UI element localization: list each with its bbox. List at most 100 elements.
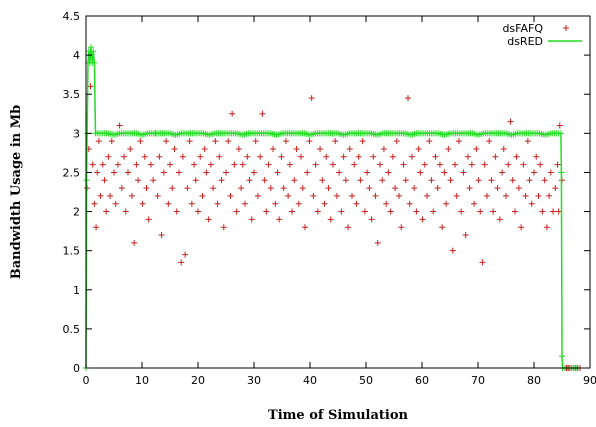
dsfafq-point (503, 192, 509, 199)
dsfafq-point (505, 161, 512, 168)
dsfafq-point (509, 177, 516, 184)
dsfafq-point (385, 169, 392, 176)
dsfafq-point (552, 185, 559, 192)
dsfafq-point (97, 192, 104, 199)
dsfafq-point (546, 192, 553, 199)
dsfafq-point (223, 169, 229, 176)
dsfafq-point (116, 122, 123, 129)
dsfafq-point (524, 138, 531, 145)
dsfafq-point (188, 200, 195, 207)
dsfafq-point (299, 185, 306, 192)
dsfafq-point (398, 224, 405, 231)
dsred-line (85, 47, 579, 369)
dsfafq-point (210, 185, 217, 192)
dsfafq-point (286, 161, 293, 168)
dsfafq-point (238, 185, 245, 192)
dsfafq-point (133, 161, 140, 168)
dsfafq-point (492, 153, 499, 160)
dsfafq-point (105, 153, 112, 160)
y-axis-title: Bandwidth Usage in Mb (9, 105, 24, 280)
dsfafq-point (396, 192, 403, 199)
x-tick-label: 40 (303, 374, 317, 387)
dsfafq-point (141, 153, 148, 160)
dsfafq-point (515, 185, 522, 192)
dsfafq-point (400, 161, 407, 168)
y-tick-label: 3 (73, 127, 80, 140)
dsfafq-point (191, 161, 198, 168)
dsfafq-point (182, 251, 189, 258)
dsfafq-point (507, 118, 514, 125)
dsfafq-point (361, 208, 368, 215)
y-tick-label: 4 (73, 49, 80, 62)
dsfafq-point (218, 177, 225, 184)
dsfafq-point (417, 169, 424, 176)
dsfafq-point (374, 239, 381, 246)
dsfafq-point (452, 161, 459, 168)
dsfafq-point (118, 185, 125, 192)
dsfafq-point (227, 192, 234, 199)
dsfafq-point (312, 161, 319, 168)
dsfafq-point (340, 153, 347, 160)
dsfafq-point (518, 224, 525, 231)
dsfafq-point (89, 161, 96, 168)
dsfafq-point (462, 232, 469, 239)
dsfafq-point (108, 138, 115, 145)
legend-marker-dsfafq (563, 25, 569, 31)
dsfafq-point (203, 169, 210, 176)
dsfafq-point (259, 110, 266, 117)
y-tick-label: 1 (73, 284, 80, 297)
dsfafq-point (380, 145, 387, 152)
y-tick-label: 0 (73, 362, 80, 375)
dsfafq-point (156, 153, 163, 160)
dsfafq-point (160, 169, 167, 176)
dsfafq-point (543, 224, 550, 231)
dsfafq-point (460, 169, 467, 176)
dsfafq-point (377, 161, 383, 168)
dsfafq-point (121, 153, 128, 160)
dsfafq-point (175, 169, 182, 176)
dsfafq-point (364, 169, 371, 176)
dsfafq-point (321, 200, 328, 207)
dsfafq-point (127, 145, 134, 152)
dsfafq-point (304, 169, 311, 176)
x-tick-label: 70 (471, 374, 485, 387)
dsfafq-point (464, 153, 471, 160)
dsfafq-point (359, 138, 366, 145)
dsfafq-point (531, 169, 537, 176)
dsfafq-point (251, 169, 257, 176)
dsfafq-point (445, 145, 452, 152)
dsfafq-point (419, 216, 426, 223)
y-tick-label: 4.5 (63, 10, 81, 23)
dsfafq-point (406, 200, 413, 207)
y-tick-label: 2 (73, 206, 80, 219)
dsfafq-point (195, 208, 201, 215)
dsfafq-point (289, 208, 296, 215)
dsfafq-point (392, 185, 399, 192)
dsfafq-point (111, 169, 117, 176)
dsfafq-point (513, 153, 520, 160)
dsfafq-point (167, 161, 173, 168)
dsfafq-point (306, 138, 313, 145)
dsfafq-point (479, 259, 486, 266)
dsfafq-point (197, 153, 204, 160)
x-tick-label: 30 (247, 374, 261, 387)
dsfafq-point (267, 185, 274, 192)
dsfafq-point (333, 192, 340, 199)
dsfafq-point (163, 138, 170, 145)
dsfafq-point (338, 208, 345, 215)
dsfafq-point (112, 200, 119, 207)
dsfafq-point (165, 200, 172, 207)
dsfafq-point (95, 138, 102, 145)
dsred-point (558, 169, 565, 176)
dsred-point (557, 130, 564, 137)
x-axis-title: Time of Simulation (268, 408, 408, 423)
dsfafq-point (449, 247, 456, 254)
dsfafq-point (486, 138, 493, 145)
dsfafq-point (192, 177, 199, 184)
dsfafq-point (225, 138, 232, 145)
x-tick-label: 0 (83, 374, 90, 387)
dsfafq-point (541, 177, 548, 184)
dsfafq-point (87, 83, 94, 90)
dsfafq-point (201, 145, 208, 152)
